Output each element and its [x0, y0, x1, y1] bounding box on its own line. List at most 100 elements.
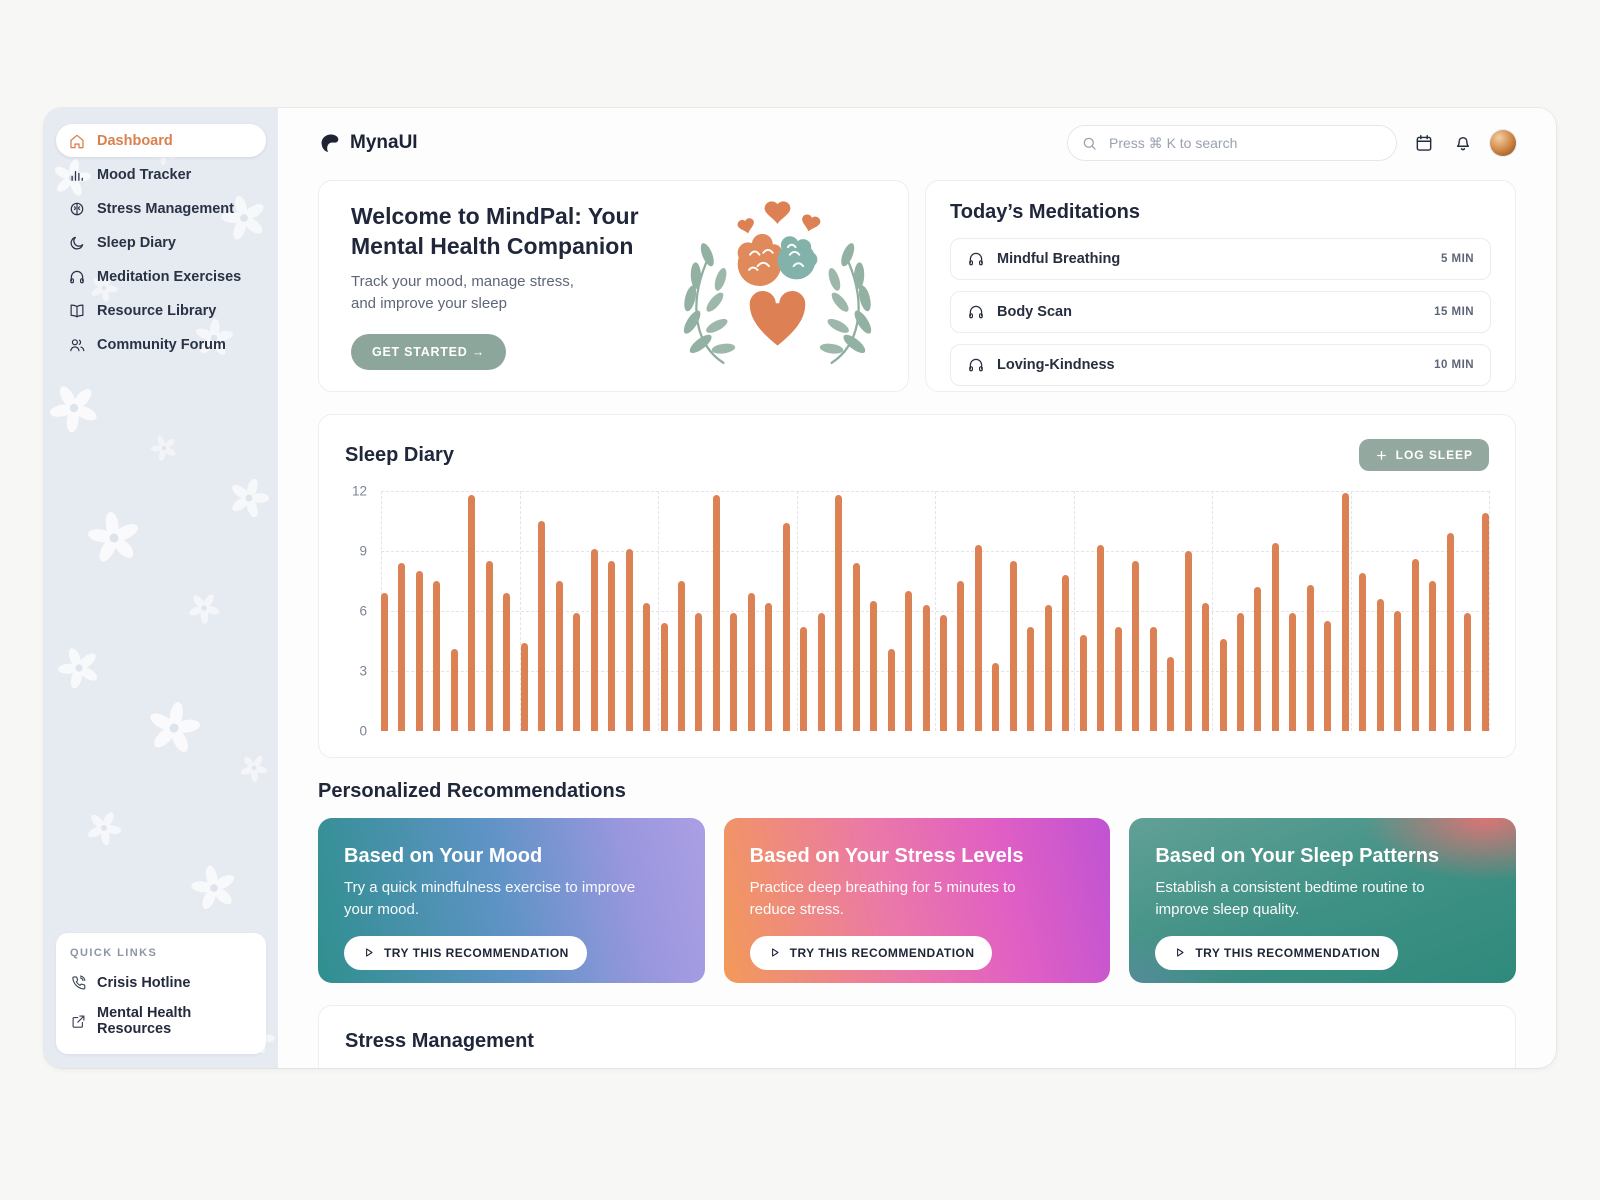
book-icon: [70, 304, 84, 317]
brand-name: MynaUI: [350, 132, 418, 153]
sidebar-item-resource-library[interactable]: Resource Library: [56, 294, 266, 327]
sleep-bar: [870, 601, 878, 731]
sidebar-item-stress-management[interactable]: Stress Management: [56, 192, 266, 225]
recommendation-card-mood: Based on Your Mood Try a quick mindfulne…: [318, 818, 705, 983]
sleep-bar: [1097, 545, 1105, 731]
headphones-icon: [969, 252, 983, 266]
sleep-bar: [974, 545, 982, 731]
sleep-bar: [660, 623, 668, 731]
recommendations-grid: Based on Your Mood Try a quick mindfulne…: [318, 818, 1516, 983]
sidebar-item-community-forum[interactable]: Community Forum: [56, 328, 266, 361]
brand-logo-icon: [321, 134, 339, 153]
recommendation-title: Based on Your Mood: [344, 845, 543, 867]
sleep-bar: [747, 593, 755, 731]
sleep-bar: [555, 581, 563, 731]
top-row: Welcome to MindPal: Your Mental Health C…: [318, 180, 1516, 392]
meditation-item-mindful-breathing[interactable]: Mindful Breathing 5 MIN: [950, 238, 1491, 280]
try-recommendation-button[interactable]: TRY THIS RECOMMENDATION: [1155, 935, 1399, 970]
moon-icon: [70, 236, 84, 249]
sleep-bar: [590, 549, 598, 731]
welcome-title: Welcome to MindPal: Your Mental Health C…: [351, 203, 639, 259]
sidebar-item-label: Stress Management: [97, 200, 234, 217]
calendar-button[interactable]: [1412, 131, 1436, 155]
brain-heart-illustration: [679, 200, 876, 364]
sleep-bar: [1306, 585, 1314, 731]
sleep-bar: [1271, 543, 1279, 731]
sleep-bar: [450, 649, 458, 731]
brain-right-lobe: [777, 235, 818, 279]
try-recommendation-label: TRY THIS RECOMMENDATION: [384, 945, 569, 960]
quick-links-title: QUICK LINKS: [70, 947, 158, 959]
sidebar-item-sleep-diary[interactable]: Sleep Diary: [56, 226, 266, 259]
log-sleep-label: LOG SLEEP: [1395, 448, 1473, 462]
sleep-chart-bars: [381, 491, 1489, 731]
search-bar: [1067, 125, 1397, 161]
recommendation-title: Based on Your Stress Levels: [749, 845, 1024, 867]
sleep-bar: [573, 613, 581, 731]
sleep-bar: [503, 593, 511, 731]
sleep-chart-y-axis: 12 9 6 3 0: [345, 484, 367, 739]
sleep-bar: [712, 495, 720, 731]
sleep-bar: [1202, 603, 1210, 731]
sidebar-item-meditation-exercises[interactable]: Meditation Exercises: [56, 260, 266, 293]
y-tick: 6: [359, 603, 367, 619]
meditations-card: Today’s Meditations Mindful Breathing 5 …: [925, 180, 1516, 392]
y-tick: 3: [359, 663, 367, 679]
search-input[interactable]: [1107, 134, 1383, 152]
quick-links-card: QUICK LINKS Crisis Hotline Mental Health…: [56, 933, 266, 1054]
sleep-bar: [677, 581, 685, 731]
external-link-icon: [72, 1015, 85, 1028]
sleep-bar: [485, 561, 493, 731]
gridline-v: [935, 491, 936, 731]
sleep-bar: [782, 523, 790, 731]
meditation-duration: 10 MIN: [1434, 359, 1474, 371]
sleep-bar: [1376, 599, 1384, 731]
sleep-bar: [957, 581, 965, 731]
brain-left-lobe: [737, 233, 783, 286]
sleep-bar: [1062, 575, 1070, 731]
meditation-item-body-scan[interactable]: Body Scan 15 MIN: [950, 291, 1491, 333]
get-started-button[interactable]: GET STARTED →: [351, 333, 506, 370]
recommendation-body: Establish a consistent bedtime routine t…: [1155, 879, 1425, 918]
sleep-bar: [433, 581, 441, 731]
try-recommendation-button[interactable]: TRY THIS RECOMMENDATION: [749, 935, 993, 970]
play-icon: [771, 948, 779, 957]
play-icon: [366, 948, 373, 957]
main-area: MynaUI Welcome: [278, 108, 1556, 1068]
sleep-bar: [835, 495, 843, 731]
sleep-bar: [1044, 605, 1052, 731]
sidebar-item-dashboard[interactable]: Dashboard: [56, 124, 266, 157]
recommendation-card-sleep: Based on Your Sleep Patterns Establish a…: [1129, 818, 1516, 983]
quick-link-crisis-hotline[interactable]: Crisis Hotline: [70, 967, 252, 998]
try-recommendation-button[interactable]: TRY THIS RECOMMENDATION: [344, 935, 587, 970]
sleep-bar: [1167, 657, 1175, 731]
sleep-bar: [730, 613, 738, 731]
sleep-bar: [381, 593, 388, 731]
stress-management-card: Stress Management: [318, 1005, 1516, 1068]
sidebar: Dashboard Mood Tracker Stress Management…: [44, 108, 278, 1068]
sleep-bar: [520, 643, 528, 731]
sleep-bar: [538, 521, 546, 731]
sleep-bar: [887, 649, 895, 731]
sidebar-item-mood-tracker[interactable]: Mood Tracker: [56, 158, 266, 191]
meditation-duration: 15 MIN: [1434, 306, 1474, 318]
bar-chart-icon: [71, 170, 83, 181]
user-avatar[interactable]: [1490, 130, 1516, 156]
headphones-icon: [70, 270, 84, 283]
sleep-bar: [800, 627, 808, 731]
sidebar-item-label: Sleep Diary: [97, 234, 176, 251]
plus-icon: [1376, 450, 1386, 460]
sleep-bar: [1254, 587, 1262, 731]
notifications-button[interactable]: [1451, 131, 1475, 155]
y-tick: 0: [359, 723, 367, 739]
log-sleep-button[interactable]: LOG SLEEP: [1358, 439, 1489, 471]
brain-icon: [70, 202, 84, 215]
recommendation-card-stress: Based on Your Stress Levels Practice dee…: [723, 818, 1111, 983]
meditation-item-loving-kindness[interactable]: Loving-Kindness 10 MIN: [950, 344, 1491, 386]
try-recommendation-label: TRY THIS RECOMMENDATION: [789, 945, 975, 960]
sidebar-item-label: Dashboard: [97, 132, 173, 149]
sleep-bar: [1219, 639, 1227, 731]
quick-link-mental-health-resources[interactable]: Mental Health Resources: [70, 998, 252, 1044]
y-tick: 12: [351, 483, 367, 499]
sleep-bar: [1341, 493, 1349, 731]
